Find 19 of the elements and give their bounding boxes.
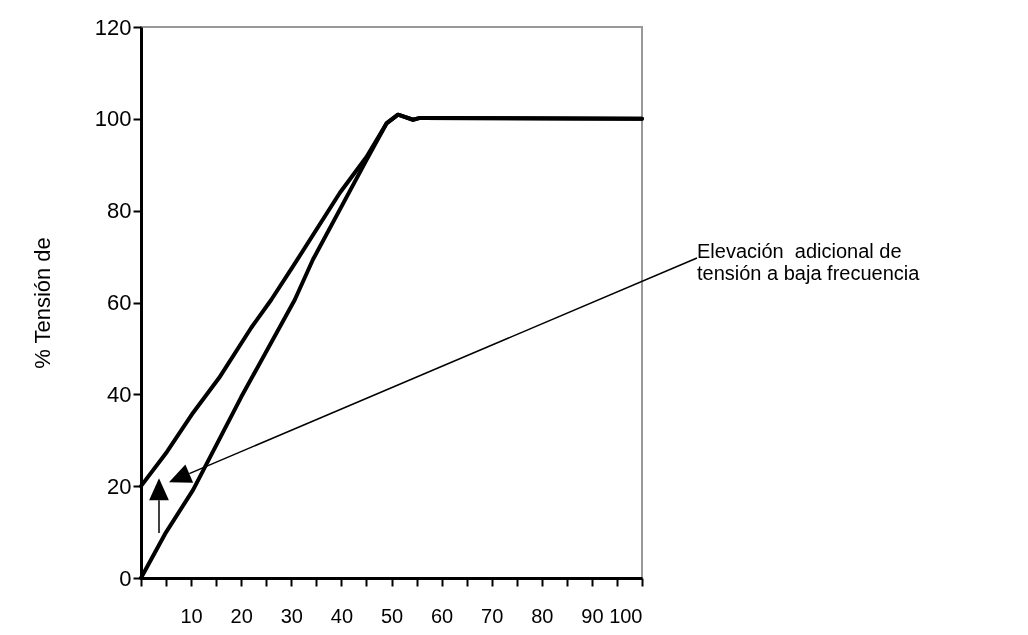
y-tick-label: 80 [107,198,132,224]
y-tick-label: 20 [107,473,132,499]
text: Elevación adicional de tensión a baja frecuencia [697,240,921,284]
x-tick-label: 20 [230,604,253,627]
x-tick-label: 90 [581,604,604,627]
y-tick-label: 0 [119,565,132,591]
x-tick-label: 40 [330,604,354,627]
x-tick-label: 50 [380,604,404,627]
x-tick-label: 10 [180,604,203,627]
x-tick-label: 100 [609,604,643,627]
y-tick-label: 120 [94,14,132,40]
x-tick-label: 30 [280,604,303,627]
x-tick-label: 80 [531,604,554,627]
y-axis-title: % Tensión de [29,237,55,369]
y-tick-label: 40 [107,381,132,407]
y-tick-label: 60 [107,290,132,315]
x-tick-label: 70 [481,604,504,627]
y-tick-label: 100 [94,106,132,132]
x-tick-label: 60 [430,604,454,627]
